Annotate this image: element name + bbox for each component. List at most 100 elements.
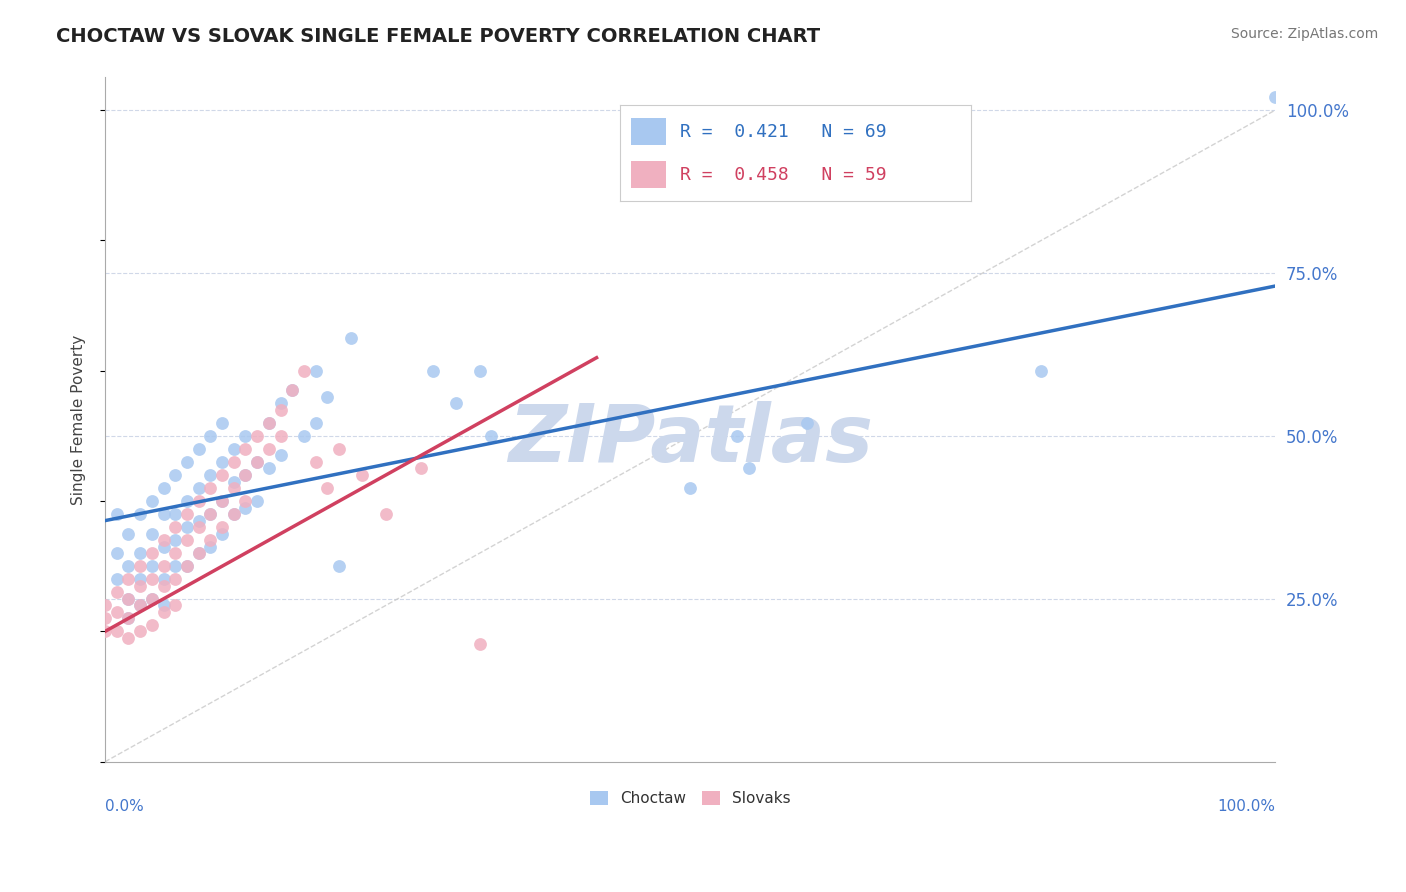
Point: [187, 546, 209, 560]
Point: [211, 494, 233, 508]
Point: [328, 559, 350, 574]
Point: [200, 507, 222, 521]
Point: [105, 572, 128, 586]
Point: [738, 461, 761, 475]
Point: [200, 540, 222, 554]
Point: [796, 416, 818, 430]
Point: [257, 442, 280, 456]
Point: [200, 468, 222, 483]
Point: [141, 591, 163, 606]
Point: [257, 461, 280, 475]
Point: [187, 520, 209, 534]
Point: [117, 611, 139, 625]
Point: [176, 520, 198, 534]
Point: [152, 572, 174, 586]
Point: [1031, 364, 1053, 378]
Point: [305, 364, 328, 378]
Point: [235, 442, 257, 456]
Point: [222, 442, 245, 456]
Point: [152, 579, 174, 593]
Point: [152, 605, 174, 619]
Point: [235, 468, 257, 483]
Point: [281, 384, 304, 398]
Text: Source: ZipAtlas.com: Source: ZipAtlas.com: [1230, 27, 1378, 41]
Point: [374, 507, 396, 521]
Point: [117, 591, 139, 606]
Text: CHOCTAW VS SLOVAK SINGLE FEMALE POVERTY CORRELATION CHART: CHOCTAW VS SLOVAK SINGLE FEMALE POVERTY …: [56, 27, 820, 45]
Point: [129, 507, 152, 521]
Point: [679, 481, 702, 495]
Point: [246, 455, 269, 469]
Point: [422, 364, 444, 378]
Point: [117, 591, 139, 606]
Point: [117, 559, 139, 574]
Point: [105, 605, 128, 619]
Text: 100.0%: 100.0%: [1218, 799, 1275, 814]
Point: [725, 429, 748, 443]
Point: [129, 599, 152, 613]
Point: [200, 481, 222, 495]
Point: [165, 559, 187, 574]
Point: [468, 364, 491, 378]
Point: [165, 599, 187, 613]
Point: [479, 429, 502, 443]
Point: [235, 494, 257, 508]
Point: [152, 533, 174, 548]
Point: [105, 624, 128, 639]
Point: [165, 507, 187, 521]
Point: [176, 559, 198, 574]
Text: 0.0%: 0.0%: [105, 799, 143, 814]
Point: [468, 637, 491, 651]
Point: [222, 475, 245, 489]
Point: [129, 579, 152, 593]
Text: ZIPatlas: ZIPatlas: [508, 401, 873, 479]
Point: [129, 559, 152, 574]
Point: [187, 442, 209, 456]
Y-axis label: Single Female Poverty: Single Female Poverty: [72, 334, 86, 505]
Point: [117, 611, 139, 625]
Point: [141, 546, 163, 560]
Point: [176, 455, 198, 469]
Point: [152, 481, 174, 495]
Point: [187, 494, 209, 508]
Point: [200, 533, 222, 548]
Point: [305, 416, 328, 430]
Point: [152, 559, 174, 574]
Point: [176, 559, 198, 574]
Point: [409, 461, 432, 475]
Point: [316, 481, 339, 495]
Point: [176, 507, 198, 521]
Point: [222, 455, 245, 469]
Point: [187, 481, 209, 495]
Point: [270, 429, 292, 443]
Point: [352, 468, 374, 483]
Point: [292, 364, 315, 378]
Point: [141, 591, 163, 606]
Point: [129, 572, 152, 586]
Point: [257, 416, 280, 430]
Point: [117, 526, 139, 541]
Point: [211, 526, 233, 541]
Point: [165, 533, 187, 548]
Point: [152, 540, 174, 554]
Point: [305, 455, 328, 469]
Point: [141, 494, 163, 508]
Point: [328, 442, 350, 456]
Point: [117, 572, 139, 586]
Point: [235, 500, 257, 515]
Point: [141, 526, 163, 541]
Point: [176, 533, 198, 548]
Point: [200, 507, 222, 521]
Point: [129, 599, 152, 613]
Legend: Choctaw, Slovaks: Choctaw, Slovaks: [583, 785, 797, 813]
Point: [1264, 90, 1286, 104]
Point: [94, 624, 117, 639]
Point: [141, 618, 163, 632]
Point: [281, 384, 304, 398]
Point: [292, 429, 315, 443]
Point: [235, 468, 257, 483]
Point: [246, 429, 269, 443]
Point: [105, 546, 128, 560]
Point: [316, 390, 339, 404]
Point: [165, 520, 187, 534]
